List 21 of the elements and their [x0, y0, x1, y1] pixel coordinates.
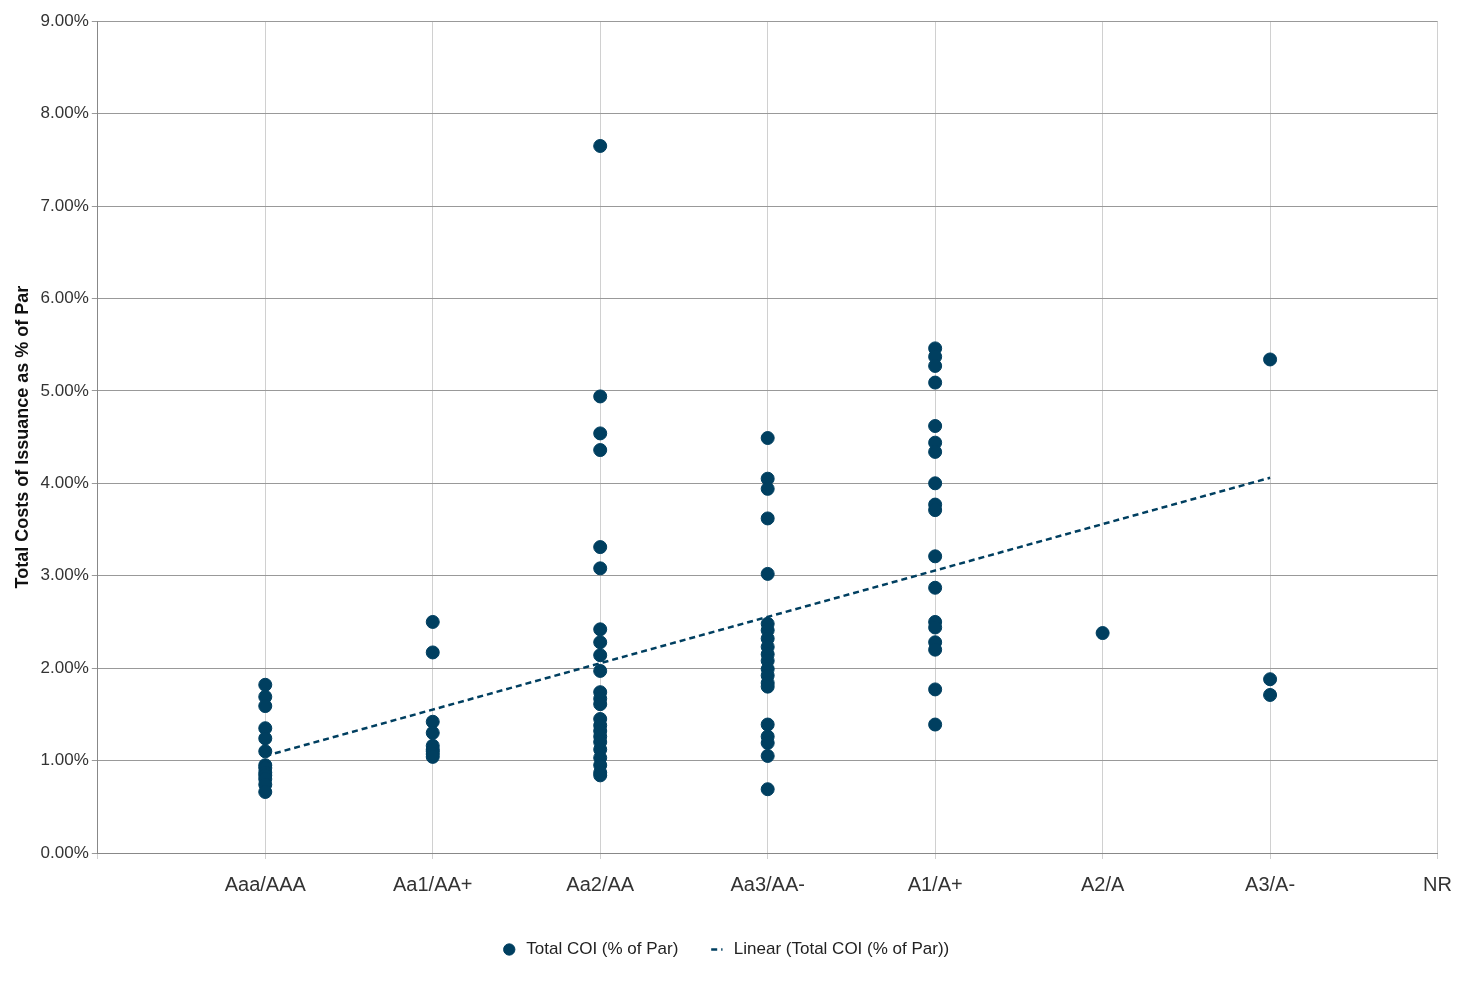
y-tick-label: 5.00%	[40, 380, 89, 400]
y-tick-label: 7.00%	[40, 195, 89, 215]
y-tick-label: 1.00%	[40, 750, 89, 770]
x-tick-label: Aa2/AA	[566, 872, 635, 895]
x-tick-label: Aa1/AA+	[392, 872, 473, 895]
x-tick-label: NR	[1423, 872, 1452, 895]
y-tick-label: 0.00%	[40, 842, 89, 862]
x-tick-label: A1/A+	[907, 872, 963, 895]
x-tick-label: Aaa/AAA	[224, 872, 307, 895]
y-tick-label: 3.00%	[40, 565, 89, 585]
legend-label: Linear (Total COI (% of Par))	[733, 939, 950, 959]
x-tick-label: Aa3/AA-	[730, 872, 805, 895]
legend-label: Total COI (% of Par)	[526, 939, 679, 959]
y-tick-label: 9.00%	[40, 10, 89, 30]
y-tick-label: 2.00%	[40, 657, 89, 677]
y-tick-label: 6.00%	[40, 288, 89, 308]
y-axis-title: Total Costs of Issuance as % of Par	[11, 285, 32, 589]
x-tick-label: A3/A-	[1245, 872, 1296, 895]
y-tick-label: 8.00%	[40, 103, 89, 123]
x-tick-label: A2/A	[1080, 872, 1125, 895]
y-tick-label: 4.00%	[40, 473, 89, 492]
